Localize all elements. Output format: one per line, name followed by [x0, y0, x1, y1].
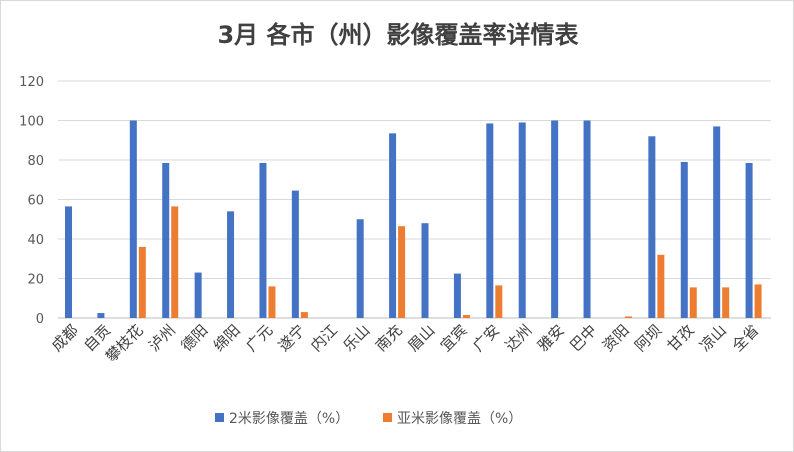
- y-tick-label: 60: [27, 194, 44, 209]
- bar-series1-13: [486, 123, 494, 319]
- x-category-label: 资阳: [599, 321, 633, 355]
- legend-entry: 亚米影像覆盖（%）: [397, 411, 522, 427]
- x-category-label: 雅安: [534, 321, 568, 355]
- bar-series1-16: [583, 120, 591, 318]
- bar-series1-15: [551, 120, 559, 318]
- bar-series1-10: [389, 133, 397, 318]
- bar-series1-11: [421, 223, 429, 318]
- bar-series1-21: [745, 162, 753, 318]
- x-category-label: 绵阳: [210, 321, 244, 355]
- bar-series1-2: [129, 120, 137, 318]
- legend-entry: 2米影像覆盖（%）: [229, 411, 349, 427]
- x-category-label: 眉山: [404, 321, 438, 355]
- bar-series1-5: [227, 211, 235, 318]
- x-category-label: 内江: [307, 321, 341, 355]
- bar-series1-6: [259, 162, 267, 318]
- y-tick-label: 120: [19, 75, 44, 90]
- x-category-label: 全省: [728, 321, 762, 355]
- legend-swatch: [383, 413, 392, 422]
- x-category-label: 德阳: [178, 321, 212, 355]
- x-category-label: 广安: [469, 321, 503, 355]
- bar-series1-0: [65, 206, 72, 318]
- x-category-label: 达州: [502, 321, 536, 355]
- bar-series1-4: [194, 272, 202, 318]
- bar-series2-19: [689, 287, 697, 318]
- y-tick-label: 80: [27, 154, 44, 169]
- x-category-label: 宜宾: [437, 321, 471, 355]
- x-category-label: 凉山: [696, 321, 730, 355]
- bar-series1-3: [162, 162, 170, 318]
- bar-series1-1: [97, 313, 105, 318]
- bars: [65, 120, 762, 319]
- bar-series1-12: [453, 273, 461, 318]
- y-axis-tick-labels: 0 20 40 60 80 100 120: [19, 75, 44, 327]
- bar-series2-13: [495, 285, 503, 318]
- bar-series1-14: [518, 122, 526, 318]
- bar-series2-2: [138, 246, 146, 318]
- x-category-label: 攀枝花: [102, 321, 147, 366]
- x-category-label: 广元: [242, 321, 276, 355]
- x-category-label: 成都: [48, 321, 82, 355]
- bar-series2-18: [657, 254, 665, 318]
- bar-series2-3: [171, 206, 179, 318]
- x-category-label: 巴中: [566, 321, 600, 355]
- y-tick-label: 0: [36, 312, 44, 327]
- x-category-label: 乐山: [340, 321, 374, 355]
- bar-series2-12: [462, 315, 470, 318]
- chart-title: 3月 各市（州）影像覆盖率详情表: [217, 21, 579, 49]
- bar-series1-9: [356, 219, 364, 318]
- legend-swatch: [215, 413, 224, 422]
- x-category-label: 遂宁: [275, 321, 309, 355]
- x-axis-category-labels: 成都自贡攀枝花泸州德阳绵阳广元遂宁内江乐山南充眉山宜宾广安达州雅安巴中资阳阿坝甘…: [48, 321, 763, 366]
- y-tick-label: 20: [27, 273, 44, 288]
- legend: 2米影像覆盖（%） 亚米影像覆盖（%）: [215, 411, 522, 427]
- bar-series2-10: [398, 226, 406, 318]
- y-tick-label: 40: [27, 233, 44, 248]
- bar-series2-20: [722, 287, 730, 318]
- bar-series1-20: [713, 126, 721, 318]
- bar-series1-7: [291, 190, 299, 318]
- bar-series2-17: [624, 316, 632, 318]
- x-category-label: 阿坝: [631, 321, 665, 355]
- x-category-label: 甘孜: [664, 321, 698, 355]
- bar-series1-19: [680, 161, 688, 318]
- bar-series1-18: [648, 136, 656, 318]
- y-tick-label: 100: [19, 115, 44, 130]
- bar-series2-21: [754, 284, 762, 318]
- x-category-label: 南充: [372, 321, 406, 355]
- x-category-label: 泸州: [145, 321, 179, 355]
- bar-series2-7: [300, 312, 308, 318]
- bar-series2-6: [268, 286, 276, 318]
